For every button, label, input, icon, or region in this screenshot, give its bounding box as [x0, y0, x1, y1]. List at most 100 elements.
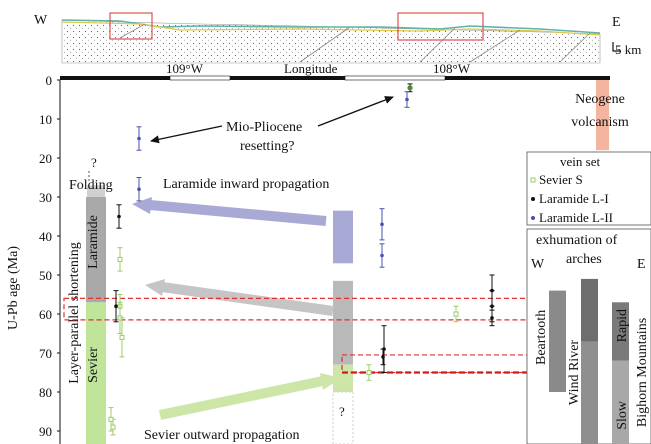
y-tick-label: 10 [39, 112, 52, 127]
x-tick-109: 109°W [166, 61, 204, 76]
range-bar-1 [333, 280, 353, 365]
cross-section: W E 5 km [34, 12, 641, 64]
exhumation-title-1: exhumation of [536, 233, 618, 248]
y-tick-label: 90 [39, 424, 52, 439]
legend-label: Laramide L-I [539, 191, 609, 206]
point-laramide-l-i [490, 304, 494, 309]
y-tick-label: 20 [39, 151, 52, 166]
exhumation-label: Bighorn Mountains [635, 318, 650, 427]
y-tick-label: 30 [39, 190, 52, 205]
section-layers-2 [61, 21, 601, 36]
section-faults [119, 23, 591, 63]
legend-marker-sevier [530, 177, 536, 183]
range-bar-0 [333, 210, 353, 264]
mio-arrow-left [150, 125, 223, 144]
point-sevier-s [119, 334, 125, 340]
phase-sevier-bar [86, 302, 106, 444]
scale-label: 5 km [615, 42, 641, 57]
arrow-sevier-head [320, 373, 341, 390]
longitude-bar: 109°W Longitude 108°W [60, 61, 610, 81]
layer-parallel-label: Layer-parallel shortening [67, 242, 82, 384]
scale-bar [612, 42, 620, 52]
point-sevier-s [108, 416, 114, 422]
exhumation-bar-beartooth [549, 290, 566, 392]
legend-entries: Sevier S Laramide L-I Laramide L-II [530, 172, 613, 225]
exhumation-east: E [637, 257, 646, 272]
mio-pliocene-label-1: Mio-Pliocene [226, 120, 302, 135]
folding-label: Folding [69, 178, 113, 193]
exhumation-label: Slow [615, 400, 630, 430]
legend-marker [531, 216, 535, 220]
laramide-phase-label: Laramide [86, 215, 101, 269]
section-east-label: E [612, 15, 621, 30]
exhumation-west: W [531, 257, 545, 272]
data-points [108, 83, 495, 436]
mio-arrow-right [317, 96, 394, 127]
phase-folding-bar [87, 185, 105, 197]
arrow-laramide-l2-head [132, 197, 152, 214]
sevier-outward-label: Sevier outward propagation [144, 428, 300, 443]
exhumation-bar-slow [612, 360, 629, 444]
neogene-label-2: volcanism [571, 115, 629, 130]
exhumation-bars: Beartooth Wind River Rapid Slow Bighorn Moun… [534, 278, 650, 444]
section-box-west [109, 12, 153, 40]
point-laramide-l-i [117, 214, 121, 219]
longitude-seg-1 [60, 76, 170, 80]
legend-box [526, 151, 651, 226]
arrow-laramide-l1 [161, 282, 334, 316]
point-laramide-l-ii [137, 136, 141, 141]
point-laramide-l-ii [380, 222, 384, 227]
point-laramide-l-i [490, 316, 494, 320]
legend-marker [531, 197, 535, 201]
neogene-range-bar [596, 80, 609, 151]
exhumation-panel: exhumation of W arches E Beartooth Wind R… [526, 228, 651, 444]
phase-laramide-bar [86, 197, 106, 303]
legend: vein set Sevier S Laramide L-I Laramide L-… [526, 151, 651, 226]
longitude-seg-3 [230, 76, 345, 80]
exhumation-label: Rapid [615, 309, 630, 342]
arrow-laramide-l1-head [145, 279, 165, 296]
exhumation-title-2: arches [566, 252, 602, 267]
exhumation-bar-wind-river-lower [581, 341, 598, 444]
section-west-label: W [34, 13, 48, 28]
point-laramide-l-i [382, 347, 386, 351]
y-tick-label: 60 [39, 307, 52, 322]
point-mio-highlight [407, 85, 413, 91]
longitude-seg-2 [169, 75, 231, 81]
exhumation-bar-rapid [612, 302, 629, 361]
mio-pliocene-label-2: resetting? [240, 139, 294, 154]
point-laramide-l-i [114, 304, 118, 309]
point-laramide-l-ii [380, 253, 384, 258]
phase-columns [86, 185, 106, 444]
exhumation-label: Beartooth [534, 310, 549, 365]
point-laramide-l-ii [405, 97, 409, 102]
y-tick-label: 70 [39, 346, 52, 361]
range-unknown-bar [332, 391, 354, 444]
question-mark-bottom: ? [339, 404, 345, 419]
section-box-east [397, 12, 484, 41]
arrow-sevier [158, 376, 325, 420]
legend-label: Sevier S [539, 172, 583, 187]
longitude-seg-4 [344, 75, 446, 81]
neogene-label-1: Neogene [575, 92, 625, 107]
point-sevier-s [117, 256, 123, 262]
longitude-seg-5 [445, 76, 610, 80]
y-tick-label: 0 [46, 73, 53, 88]
laramide-inward-label: Laramide inward propagation [163, 177, 329, 192]
question-mark-top: ? [91, 155, 97, 170]
y-tick-label: 80 [39, 385, 52, 400]
legend-title: vein set [560, 154, 600, 169]
point-sevier-s [366, 370, 372, 375]
y-axis: U-Pb age (Ma) 0 10 20 30 40 50 60 70 80 90 [6, 73, 61, 444]
exhumation-label: Wind River [567, 340, 582, 405]
legend-label: Laramide L-II [539, 210, 613, 225]
point-laramide-l-ii [137, 187, 141, 191]
y-tick-label: 40 [39, 229, 52, 244]
point-sevier-s [453, 311, 459, 317]
age-window-1 [63, 297, 573, 321]
y-axis-label: U-Pb age (Ma) [6, 246, 21, 330]
point-sevier-s [110, 424, 116, 430]
sevier-phase-label: Sevier [86, 347, 101, 383]
